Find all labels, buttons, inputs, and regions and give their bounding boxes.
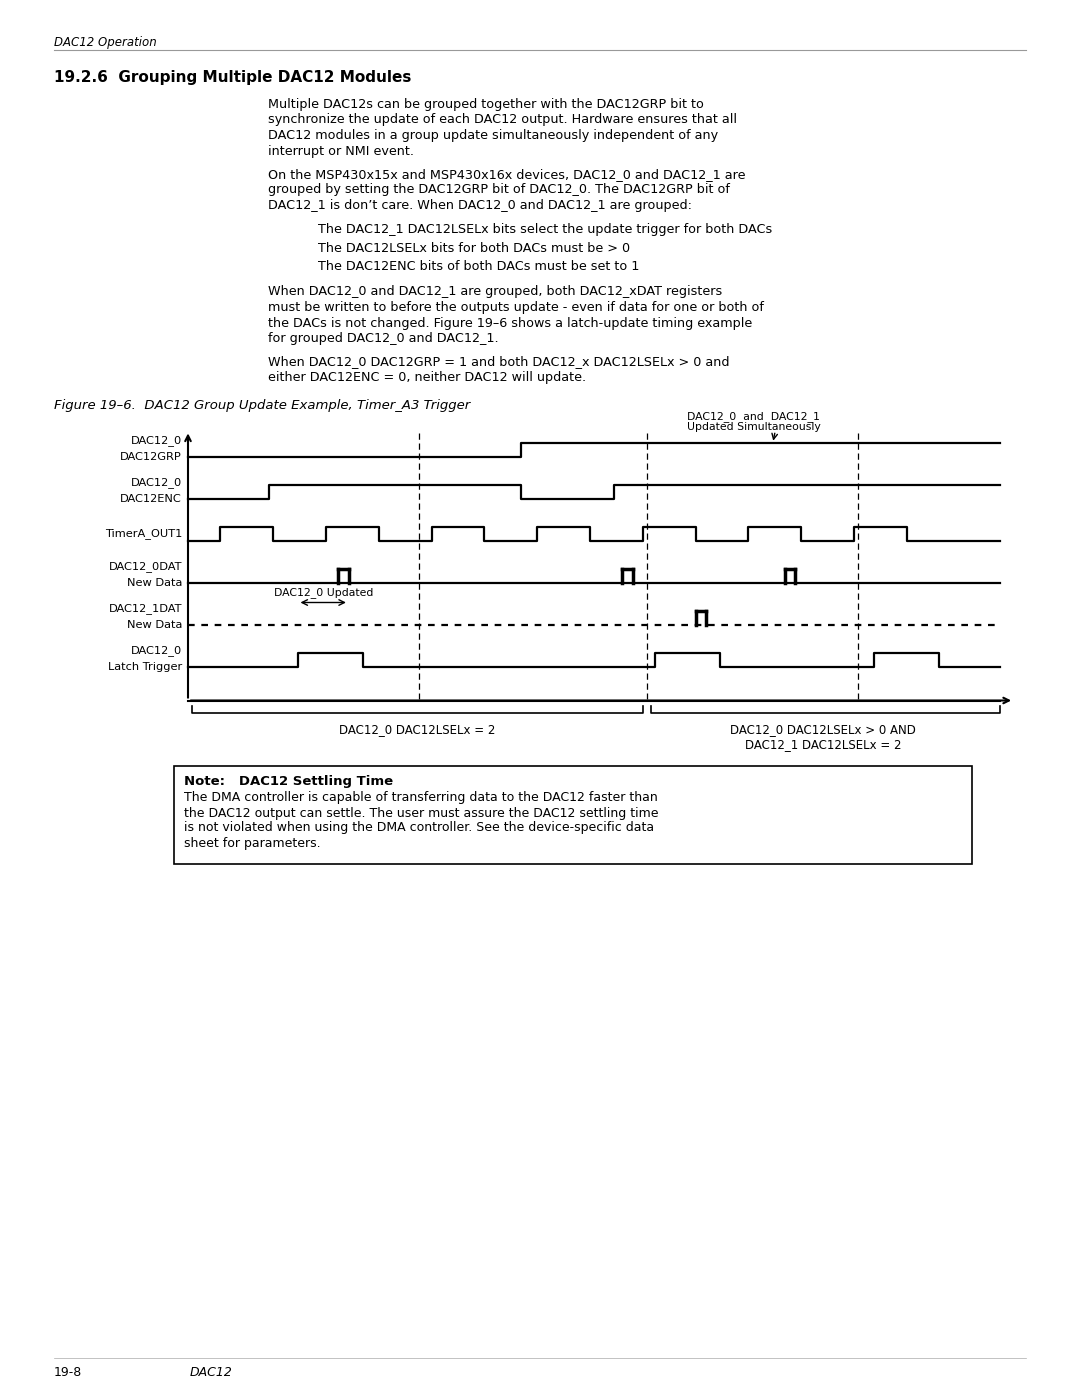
Text: Figure 19–6.  DAC12 Group Update Example, Timer_A3 Trigger: Figure 19–6. DAC12 Group Update Example,… — [54, 398, 470, 412]
Text: New Data: New Data — [126, 578, 183, 588]
Text: DAC12_0 DAC12LSELx > 0 AND: DAC12_0 DAC12LSELx > 0 AND — [730, 724, 916, 736]
Text: DAC12_0: DAC12_0 — [131, 478, 183, 489]
Text: Updated Simultaneously: Updated Simultaneously — [687, 422, 821, 433]
Text: DAC12ENC: DAC12ENC — [120, 495, 183, 504]
Text: DAC12: DAC12 — [190, 1366, 233, 1379]
Text: The DAC12_1 DAC12LSELx bits select the update trigger for both DACs: The DAC12_1 DAC12LSELx bits select the u… — [318, 222, 772, 236]
Text: When DAC12_0 and DAC12_1 are grouped, both DAC12_xDAT registers: When DAC12_0 and DAC12_1 are grouped, bo… — [268, 285, 723, 299]
Text: DAC12 modules in a group update simultaneously independent of any: DAC12 modules in a group update simultan… — [268, 129, 718, 142]
Text: When DAC12_0 DAC12GRP = 1 and both DAC12_x DAC12LSELx > 0 and: When DAC12_0 DAC12GRP = 1 and both DAC12… — [268, 355, 729, 369]
Text: either DAC12ENC = 0, neither DAC12 will update.: either DAC12ENC = 0, neither DAC12 will … — [268, 372, 586, 384]
Text: Latch Trigger: Latch Trigger — [108, 662, 183, 672]
Text: DAC12_1DAT: DAC12_1DAT — [108, 604, 183, 615]
Text: 19.2.6  Grouping Multiple DAC12 Modules: 19.2.6 Grouping Multiple DAC12 Modules — [54, 70, 411, 85]
Text: grouped by setting the DAC12GRP bit of DAC12_0. The DAC12GRP bit of: grouped by setting the DAC12GRP bit of D… — [268, 183, 730, 197]
Text: DAC12 Operation: DAC12 Operation — [54, 36, 157, 49]
Text: must be written to before the outputs update - even if data for one or both of: must be written to before the outputs up… — [268, 300, 764, 314]
Text: The DAC12ENC bits of both DACs must be set to 1: The DAC12ENC bits of both DACs must be s… — [318, 260, 639, 274]
Text: Note:   DAC12 Settling Time: Note: DAC12 Settling Time — [184, 775, 393, 788]
Text: The DAC12LSELx bits for both DACs must be > 0: The DAC12LSELx bits for both DACs must b… — [318, 242, 630, 254]
Text: DAC12_1 is don’t care. When DAC12_0 and DAC12_1 are grouped:: DAC12_1 is don’t care. When DAC12_0 and … — [268, 198, 692, 212]
Text: for grouped DAC12_0 and DAC12_1.: for grouped DAC12_0 and DAC12_1. — [268, 332, 499, 345]
Text: DAC12_0: DAC12_0 — [131, 645, 183, 657]
Text: 19-8: 19-8 — [54, 1366, 82, 1379]
Text: Multiple DAC12s can be grouped together with the DAC12GRP bit to: Multiple DAC12s can be grouped together … — [268, 98, 704, 110]
Text: DAC12_0 Updated: DAC12_0 Updated — [273, 587, 373, 598]
Text: DAC12_1 DAC12LSELx = 2: DAC12_1 DAC12LSELx = 2 — [745, 739, 902, 752]
Text: DAC12_0 DAC12LSELx = 2: DAC12_0 DAC12LSELx = 2 — [339, 724, 496, 736]
Text: synchronize the update of each DAC12 output. Hardware ensures that all: synchronize the update of each DAC12 out… — [268, 113, 737, 127]
Text: DAC12GRP: DAC12GRP — [120, 453, 183, 462]
FancyBboxPatch shape — [174, 766, 972, 863]
Text: The DMA controller is capable of transferring data to the DAC12 faster than: The DMA controller is capable of transfe… — [184, 792, 658, 805]
Text: sheet for parameters.: sheet for parameters. — [184, 837, 321, 849]
Text: DAC12_0  and  DAC12_1: DAC12_0 and DAC12_1 — [687, 412, 820, 422]
Text: interrupt or NMI event.: interrupt or NMI event. — [268, 144, 414, 158]
Text: DAC12_0: DAC12_0 — [131, 436, 183, 447]
Text: On the MSP430x15x and MSP430x16x devices, DAC12_0 and DAC12_1 are: On the MSP430x15x and MSP430x16x devices… — [268, 168, 745, 182]
Text: New Data: New Data — [126, 620, 183, 630]
Text: the DACs is not changed. Figure 19–6 shows a latch-update timing example: the DACs is not changed. Figure 19–6 sho… — [268, 317, 753, 330]
Text: is not violated when using the DMA controller. See the device-specific data: is not violated when using the DMA contr… — [184, 821, 654, 834]
Text: TimerA_OUT1: TimerA_OUT1 — [105, 528, 183, 539]
Text: DAC12_0DAT: DAC12_0DAT — [108, 562, 183, 573]
Text: the DAC12 output can settle. The user must assure the DAC12 settling time: the DAC12 output can settle. The user mu… — [184, 806, 659, 820]
